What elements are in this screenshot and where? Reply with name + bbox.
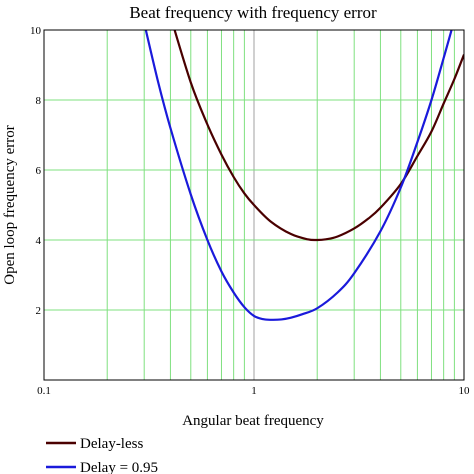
y-tick-label: 10 xyxy=(30,25,42,37)
y-tick-label: 6 xyxy=(36,165,42,177)
x-tick-label: 10 xyxy=(459,385,471,397)
tick-labels: 0.1 1 10 2 4 6 8 10 xyxy=(30,25,470,397)
x-axis-label: Angular beat frequency xyxy=(182,413,324,429)
y-axis-label: Open loop frequency error xyxy=(2,125,18,285)
x-tick-label: 0.1 xyxy=(37,385,51,397)
legend-label-1: Delay-less xyxy=(80,436,143,452)
y-tick-label: 4 xyxy=(36,235,42,247)
x-tick-label: 1 xyxy=(251,385,257,397)
legend: Delay-less Delay = 0.95 xyxy=(46,436,158,474)
y-tick-label: 2 xyxy=(36,305,42,317)
legend-label-2: Delay = 0.95 xyxy=(80,460,158,474)
series-lines xyxy=(144,30,464,321)
series-line-1 xyxy=(173,30,464,242)
chart-title: Beat frequency with frequency error xyxy=(129,3,377,22)
y-tick-label: 8 xyxy=(36,95,42,107)
plot-frame xyxy=(43,29,465,381)
series-line-2 xyxy=(144,30,453,321)
